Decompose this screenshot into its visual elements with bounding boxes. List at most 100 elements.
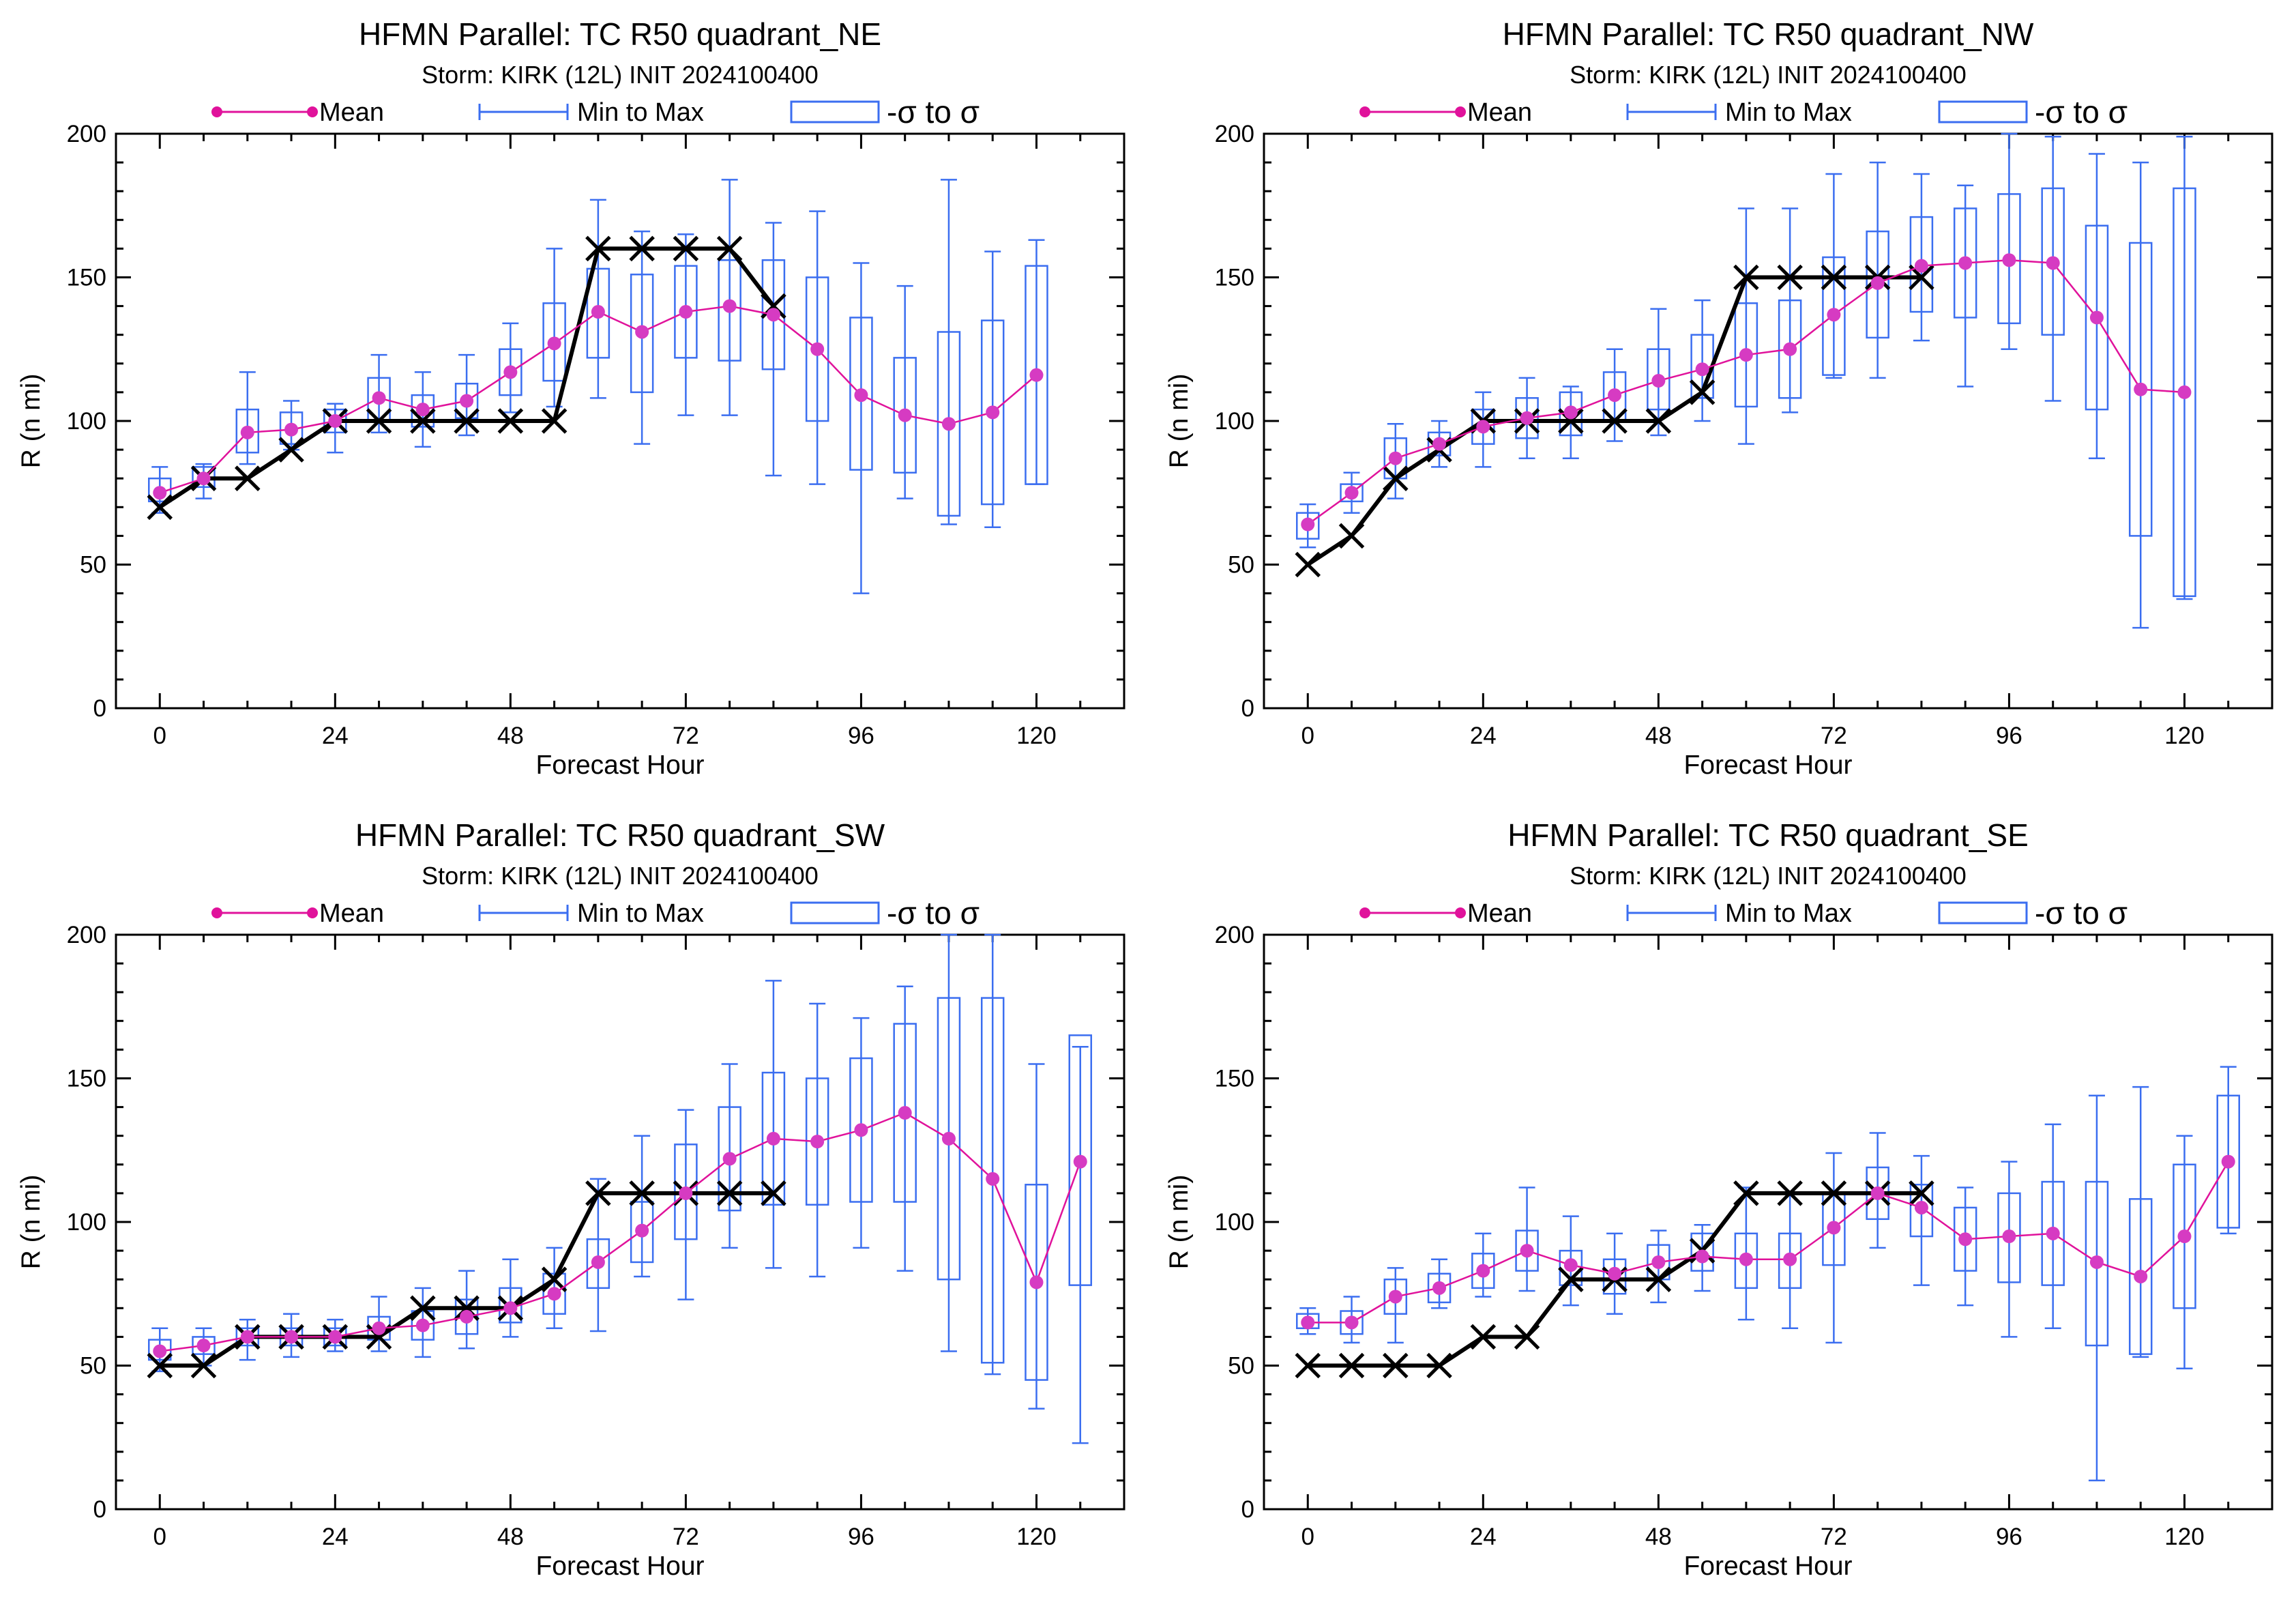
sigma-box	[980, 319, 1005, 506]
mean-point	[1914, 259, 1928, 273]
mean-point	[941, 417, 956, 431]
sigma-box	[893, 1023, 917, 1203]
legend-mean-marker	[1359, 106, 1370, 117]
observed-x-marker	[497, 408, 524, 434]
x-marker-stroke	[1426, 1352, 1452, 1379]
plot-frame	[1263, 933, 2273, 1511]
legend: Mean Min to Max -σ to σ	[211, 895, 980, 931]
y-tick-label: 200	[67, 121, 106, 147]
mean-point	[679, 305, 693, 319]
x-marker-stroke	[454, 408, 480, 434]
sigma-box	[1515, 397, 1539, 439]
x-tick-label: 48	[1645, 1524, 1672, 1550]
chart-title: HFMN Parallel: TC R50 quadrant_NE	[359, 16, 881, 52]
observed-x-marker	[629, 235, 655, 262]
sigma-box	[1690, 1232, 1714, 1272]
plot-frame	[115, 933, 1125, 1511]
x-marker-stroke	[1558, 408, 1584, 434]
mean-point	[1563, 1258, 1578, 1272]
y-axis-title: R (n mi)	[16, 374, 46, 469]
y-tick-label: 50	[1228, 552, 1254, 579]
mean-line	[160, 1111, 1081, 1352]
mean-point	[547, 1287, 561, 1301]
y-tick-label: 0	[1241, 1496, 1254, 1523]
mean-point	[372, 391, 386, 405]
x-marker-stroke	[1909, 1180, 1934, 1206]
sigma-box	[586, 267, 610, 359]
legend-mean-marker	[1455, 106, 1466, 117]
mean-point	[1739, 1252, 1753, 1266]
observed-x-marker	[1338, 1352, 1365, 1379]
mean-point	[1476, 420, 1490, 434]
observed-x-marker	[1470, 1324, 1497, 1350]
observed-x-marker	[1426, 1352, 1452, 1379]
sigma-box	[499, 348, 523, 396]
x-marker-stroke	[585, 235, 611, 262]
y-tick-label: 200	[67, 922, 106, 948]
x-marker-stroke	[541, 1266, 568, 1292]
y-axis-title: R (n mi)	[1164, 1175, 1194, 1270]
x-tick-label: 96	[1996, 723, 2022, 749]
mean-point	[2002, 1229, 2016, 1244]
mean-point	[1432, 437, 1447, 451]
legend-label-sigma: -σ to σ	[2035, 895, 2128, 931]
observed-x-marker	[716, 235, 743, 262]
legend-sigma-box	[790, 901, 880, 924]
y-tick-label: 200	[1215, 121, 1254, 147]
x-tick-label: 24	[1470, 1524, 1497, 1550]
x-marker-stroke	[629, 1180, 655, 1206]
x-marker-stroke	[497, 408, 524, 434]
mean-point	[1029, 1275, 1044, 1290]
mean-point	[284, 422, 299, 437]
chart-panel-0: HFMN Parallel: TC R50 quadrant_NE Storm: …	[16, 16, 1125, 780]
mean-point	[1914, 1200, 1928, 1214]
x-tick-label: 0	[1301, 1524, 1314, 1550]
mean-point	[810, 1135, 825, 1149]
mean-point	[372, 1321, 386, 1335]
mean-point	[460, 1309, 474, 1324]
legend-sigma-box	[1938, 901, 2028, 924]
sigma-box	[893, 357, 917, 474]
x-marker-stroke	[1514, 1324, 1540, 1350]
sigma-box	[1602, 1258, 1627, 1295]
mean-point	[503, 365, 518, 379]
mean-point	[986, 1171, 1000, 1186]
chart-subtitle: Storm: KIRK (12L) INIT 2024100400	[422, 61, 819, 89]
mean-point	[1695, 362, 1709, 377]
sigma-box	[718, 259, 741, 362]
x-marker-stroke	[366, 408, 392, 434]
x-marker-stroke	[1645, 408, 1672, 434]
x-marker-stroke	[716, 1180, 743, 1206]
mean-point	[1388, 1290, 1402, 1304]
x-tick-label: 96	[1996, 1524, 2022, 1550]
sigma-box	[1997, 193, 2021, 325]
observed-x-marker	[1295, 1352, 1321, 1379]
mean-point	[328, 1330, 342, 1344]
chart-panel-3: HFMN Parallel: TC R50 quadrant_SE Storm: …	[1164, 817, 2273, 1581]
x-tick-label: 120	[1016, 1524, 1056, 1550]
legend: Mean Min to Max -σ to σ	[211, 94, 980, 130]
observed-x-marker	[761, 1180, 786, 1206]
x-marker-stroke	[366, 1324, 392, 1350]
mean-point	[1520, 411, 1534, 425]
mean-point	[2177, 1229, 2192, 1244]
observed-x-marker	[629, 1180, 655, 1206]
mean-point	[1520, 1244, 1534, 1258]
chart-subtitle: Storm: KIRK (12L) INIT 2024100400	[422, 862, 819, 890]
legend-mean-marker	[307, 106, 318, 117]
mean-point	[460, 394, 474, 408]
mean-point	[1301, 1315, 1315, 1330]
mean-point	[1958, 256, 1973, 270]
legend-label-mean: Mean	[1467, 899, 1532, 928]
observed-x-marker	[1602, 408, 1628, 434]
sigma-box	[1340, 483, 1364, 503]
observed-x-marker	[673, 235, 699, 262]
y-tick-label: 150	[1215, 265, 1254, 291]
y-tick-label: 50	[80, 552, 106, 579]
x-tick-label: 48	[497, 723, 524, 749]
x-marker-stroke	[235, 465, 261, 491]
mean-point	[1608, 1266, 1622, 1281]
observed-x-marker	[1733, 264, 1759, 291]
chart-subtitle: Storm: KIRK (12L) INIT 2024100400	[1570, 61, 1967, 89]
x-marker-stroke	[1338, 523, 1365, 549]
